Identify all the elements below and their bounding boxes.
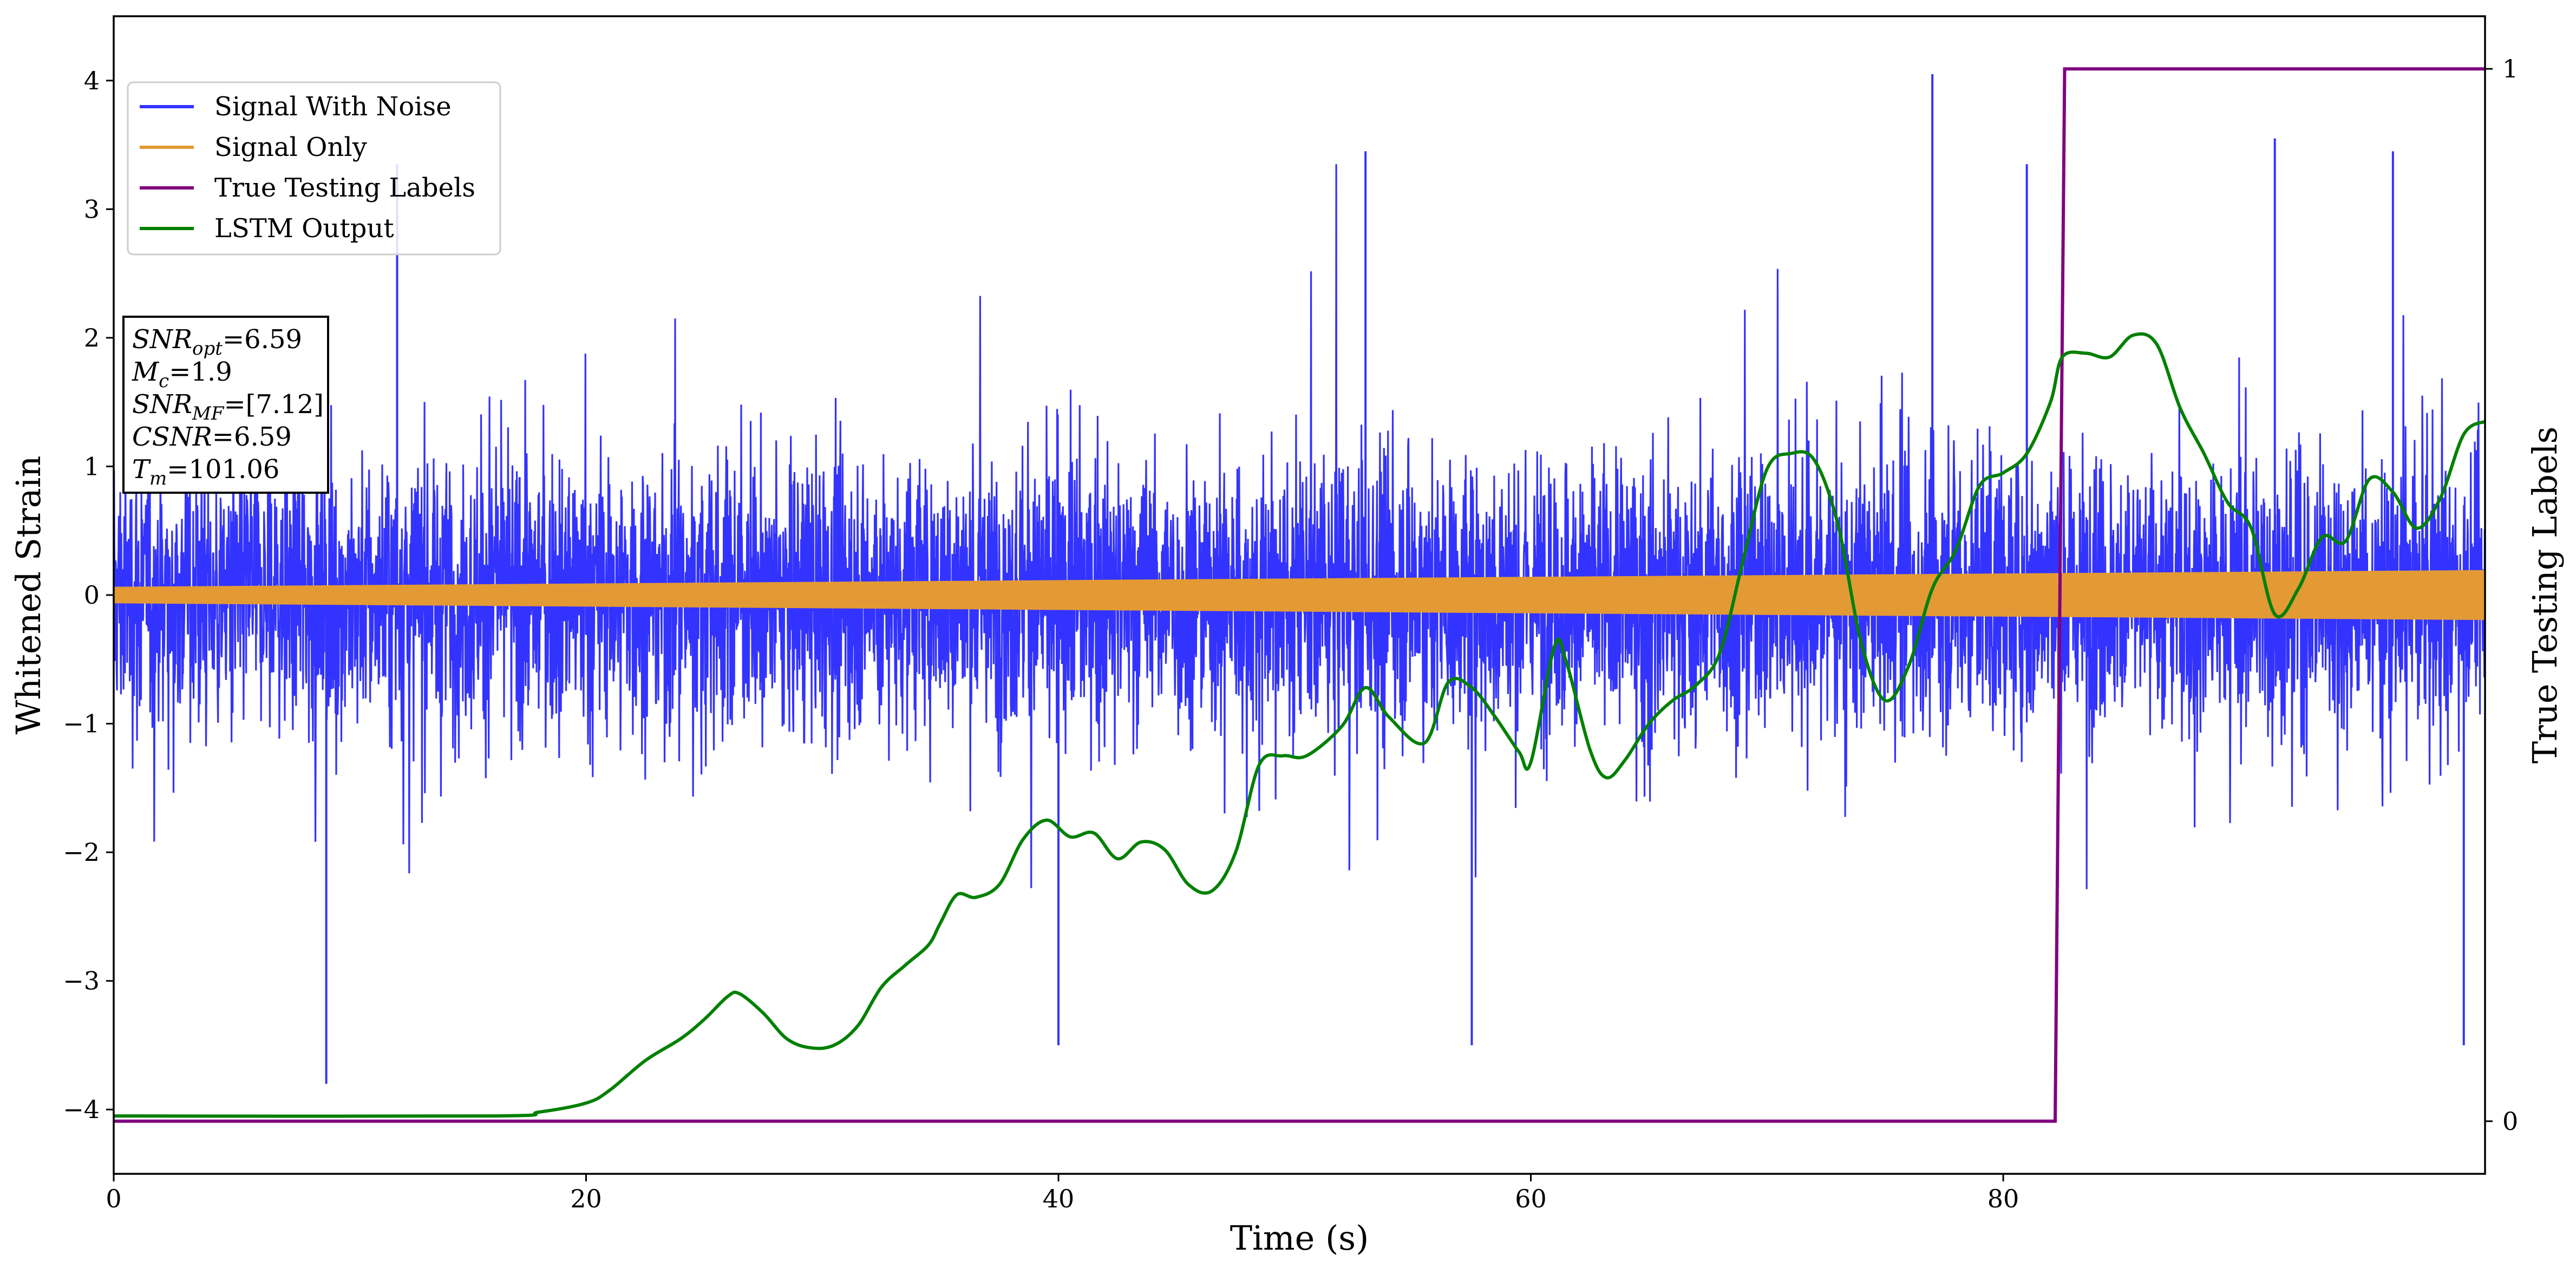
info-line-2: SNRMF=[7.12]	[132, 389, 324, 424]
legend-label-0: Signal With Noise	[214, 92, 452, 122]
y-tick-label: 1	[84, 452, 100, 481]
y-tick-label: −4	[63, 1095, 100, 1124]
legend-box	[127, 81, 501, 256]
legend-label-3: LSTM Output	[214, 213, 394, 244]
x-tick-label: 60	[1515, 1184, 1547, 1213]
legend-label-2: True Testing Labels	[214, 173, 475, 203]
info-line-1: Mc=1.9	[132, 357, 232, 392]
y-axis-title: Whitened Strain	[9, 456, 48, 735]
x-tick-label: 20	[570, 1184, 602, 1213]
x-tick-label: 0	[106, 1184, 121, 1213]
legend: Signal With Noise Signal Only True Testing…	[127, 81, 501, 256]
x-axis-title: Time (s)	[1230, 1218, 1369, 1258]
x-tick-label: 40	[1043, 1184, 1075, 1213]
y2-tick-label: 1	[2502, 54, 2518, 83]
x-tick-label: 80	[1987, 1184, 2019, 1213]
y-tick-label: 0	[84, 580, 100, 610]
y-tick-label: 3	[84, 194, 100, 224]
lstm-series-line	[114, 332, 2485, 1118]
y-tick-label: −3	[63, 966, 100, 996]
y-tick-label: −1	[63, 709, 100, 739]
info-line-4: Tm=101.06	[132, 454, 279, 489]
y2-axis-title: True Testing Labels	[2525, 427, 2565, 764]
y2-tick-label: 0	[2502, 1107, 2518, 1136]
info-box: SNRopt=6.59Mc=1.9SNRMF=[7.12]CSNR=6.59Tm…	[122, 316, 329, 494]
info-line-0: SNRopt=6.59	[132, 324, 302, 360]
signal-only-envelope	[114, 570, 2485, 620]
y-tick-label: 4	[84, 66, 100, 95]
labels-series-line	[114, 67, 2485, 1123]
y-tick-label: 2	[84, 323, 100, 352]
info-line-3: CSNR=6.59	[132, 422, 292, 452]
legend-label-1: Signal Only	[214, 132, 367, 162]
info-box-frame	[122, 316, 329, 494]
y-tick-label: −2	[63, 838, 100, 867]
series-layer	[114, 67, 2485, 1123]
